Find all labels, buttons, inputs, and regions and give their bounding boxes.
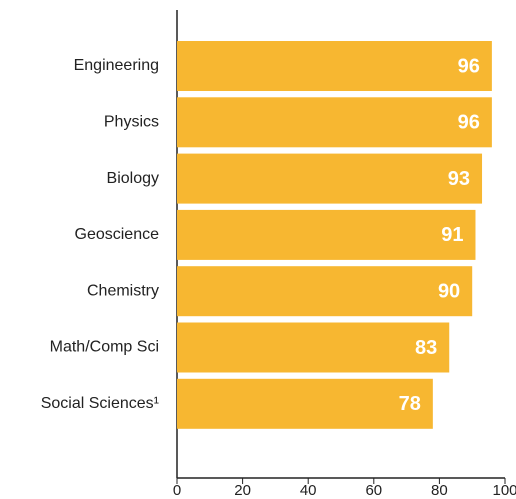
x-tick-label: 40 bbox=[300, 482, 317, 499]
category-label: Social Sciences¹ bbox=[41, 395, 159, 412]
category-label: Physics bbox=[104, 114, 159, 131]
category-label: Geoscience bbox=[75, 226, 160, 243]
value-label: 96 bbox=[458, 112, 480, 134]
category-label: Math/Comp Sci bbox=[50, 339, 159, 356]
bar bbox=[177, 97, 492, 148]
value-label: 93 bbox=[448, 168, 470, 190]
bar bbox=[177, 266, 473, 317]
bar bbox=[177, 153, 483, 204]
value-label: 96 bbox=[458, 55, 480, 77]
x-tick-label: 80 bbox=[431, 482, 448, 499]
category-label: Biology bbox=[107, 170, 159, 187]
bar bbox=[177, 209, 476, 260]
x-tick-label: 100 bbox=[492, 482, 516, 499]
bar bbox=[177, 41, 492, 91]
category-label: Chemistry bbox=[87, 282, 159, 299]
bar bbox=[177, 322, 450, 373]
category-label: Engineering bbox=[74, 57, 159, 74]
x-tick-label: 60 bbox=[365, 482, 382, 499]
value-label: 78 bbox=[399, 393, 421, 415]
bar bbox=[177, 378, 433, 429]
value-label: 83 bbox=[415, 337, 437, 359]
value-label: 91 bbox=[441, 224, 463, 246]
x-tick-label: 0 bbox=[173, 482, 181, 499]
x-tick-label: 20 bbox=[234, 482, 251, 499]
value-label: 90 bbox=[438, 280, 460, 302]
